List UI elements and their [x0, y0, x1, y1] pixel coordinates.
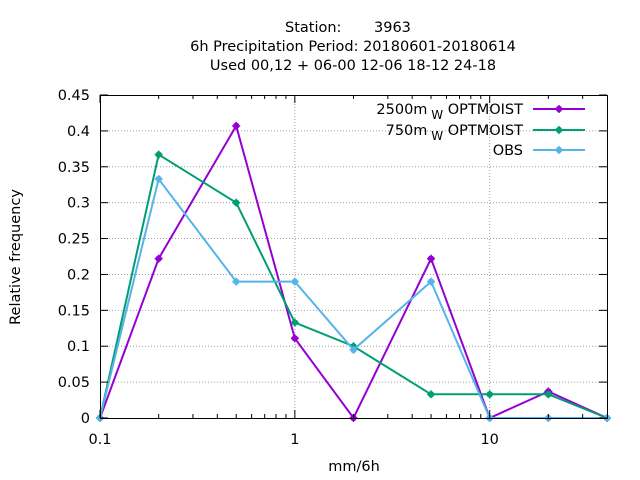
legend-label: OBS — [493, 143, 523, 159]
y-tick-label: 0.45 — [58, 88, 90, 104]
data-point — [154, 174, 163, 183]
x-axis-label: mm/6h — [328, 459, 380, 475]
y-tick-label: 0.05 — [58, 375, 90, 391]
data-point — [290, 334, 299, 343]
legend-label-tail: OPTMOIST — [443, 102, 523, 118]
legend-label-main: 750m — [386, 123, 428, 139]
title-station-id: 3963 — [374, 20, 411, 36]
series-line — [99, 152, 608, 419]
data-point — [290, 318, 299, 327]
legend-entry-3: OBS — [493, 143, 585, 159]
series-2 — [96, 150, 611, 422]
series-line — [99, 176, 607, 419]
y-tick-label: 0.35 — [58, 160, 90, 176]
x-tick-label: 10 — [480, 432, 498, 448]
data-point — [349, 345, 358, 354]
data-point — [290, 277, 299, 286]
plot-frame — [100, 95, 608, 419]
y-tick-label: 0.4 — [67, 124, 90, 140]
legend-label: 2500m W OPTMOIST — [376, 102, 523, 122]
legend-label: 750m W OPTMOIST — [386, 123, 524, 143]
data-point — [427, 390, 436, 399]
data-point — [485, 390, 494, 399]
legend-label-main: 2500m — [376, 102, 427, 118]
legend-entry-1: 2500m W OPTMOIST — [376, 102, 585, 122]
title-period: 6h Precipitation Period: 20180601-201806… — [190, 39, 516, 55]
legend-label-tail: OPTMOIST — [443, 123, 523, 139]
x-tick-label: 0.1 — [88, 432, 111, 448]
data-point — [544, 390, 553, 399]
data-point — [154, 150, 163, 159]
title-station-label: Station: — [285, 20, 341, 36]
x-tick-label: 1 — [290, 432, 299, 448]
data-point — [232, 277, 241, 286]
y-tick-label: 0.1 — [67, 339, 90, 355]
data-point — [427, 277, 436, 286]
y-tick-label: 0.15 — [58, 303, 90, 319]
data-point — [555, 105, 563, 113]
data-point — [427, 254, 436, 263]
y-tick-label: 0 — [81, 411, 90, 427]
series-line — [99, 123, 608, 420]
data-point — [232, 121, 241, 130]
y-tick-label: 0.25 — [58, 232, 90, 248]
legend-entry-2: 750m W OPTMOIST — [386, 123, 585, 143]
series-1 — [96, 121, 611, 422]
ticks: 0 0.05 0.1 0.15 0.2 0.25 0.3 0.35 0.4 0.45 0.1 1 10 — [58, 88, 607, 448]
legend-label-main: OBS — [493, 143, 523, 159]
legend-label-sub: W — [427, 108, 443, 122]
y-axis-label: Relative frequency — [8, 189, 24, 325]
data-point — [555, 126, 563, 134]
data-point — [232, 198, 241, 207]
series-3 — [96, 174, 611, 422]
data-point — [555, 146, 563, 154]
title-used: Used 00,12 + 06-00 12-06 18-12 24-18 — [210, 58, 496, 74]
y-tick-label: 0.3 — [67, 196, 90, 212]
chart-title: Station: 3963 6h Precipitation Period: 2… — [190, 20, 516, 74]
series-layer — [96, 121, 611, 422]
grid — [100, 95, 607, 418]
legend-label-sub: W — [427, 129, 443, 143]
y-tick-label: 0.2 — [67, 267, 90, 283]
data-point — [154, 254, 163, 263]
